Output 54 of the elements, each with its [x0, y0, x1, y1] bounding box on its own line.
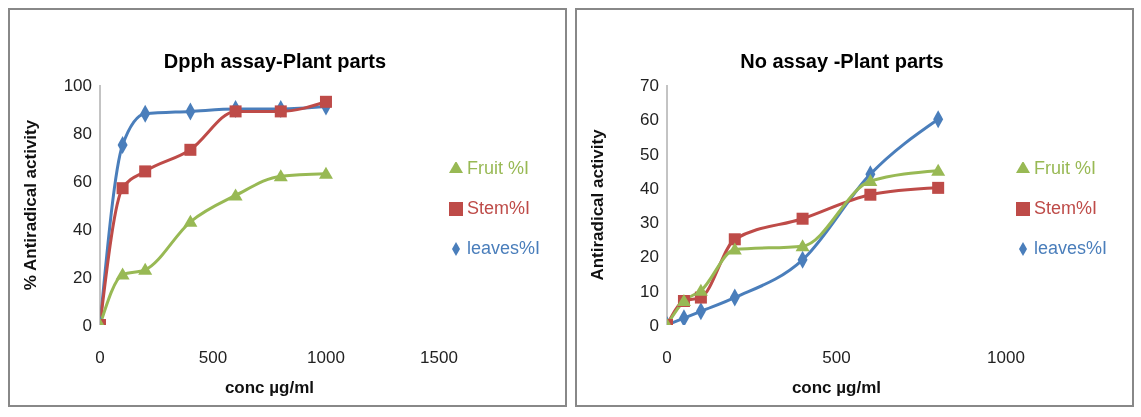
- point: [229, 105, 242, 118]
- x-tick-label: 0: [95, 348, 105, 368]
- legend-label: Fruit %I: [466, 157, 529, 178]
- y-tick-label: 10: [640, 281, 659, 301]
- point: [931, 163, 946, 176]
- x-tick-label: 1000: [307, 348, 345, 368]
- point: [318, 166, 333, 179]
- point: [274, 105, 287, 118]
- point: [273, 169, 288, 182]
- point: [796, 212, 809, 225]
- point: [693, 283, 708, 296]
- y-tick-label: 60: [640, 110, 659, 130]
- point: [727, 242, 742, 255]
- legend-label: Stem%I: [466, 197, 530, 218]
- x-tick-label: 1500: [420, 348, 458, 368]
- point: [728, 233, 741, 246]
- y-tick-label: 60: [73, 172, 92, 192]
- point: [139, 165, 152, 178]
- x-tick-label: 0: [662, 348, 672, 368]
- chart-title: No assay -Plant parts: [739, 50, 945, 73]
- y-tick-label: 0: [649, 316, 659, 336]
- point: [795, 239, 810, 252]
- x-axis-title: conc µg/ml: [224, 378, 315, 397]
- legend-label: Stem%I: [1033, 197, 1097, 218]
- point: [319, 95, 332, 108]
- y-tick-label: 40: [73, 220, 92, 240]
- legend-label: Fruit %I: [1033, 157, 1096, 178]
- x-tick-label: 500: [822, 348, 851, 368]
- y-tick-label: 20: [73, 268, 92, 288]
- y-tick-label: 80: [73, 124, 92, 144]
- y-axis-title: % Antiradical activity: [21, 119, 41, 291]
- y-tick-label: 0: [82, 316, 92, 336]
- y-tick-label: 50: [640, 144, 659, 164]
- point: [183, 214, 198, 227]
- point: [932, 181, 945, 194]
- point: [863, 174, 878, 186]
- y-tick-label: 30: [640, 213, 659, 233]
- point: [184, 143, 197, 156]
- point: [116, 182, 129, 195]
- point: [138, 262, 153, 275]
- x-axis-title: conc µg/ml: [791, 378, 882, 397]
- y-tick-label: 20: [640, 247, 659, 267]
- point: [115, 267, 130, 280]
- chart-title: Dpph assay-Plant parts: [162, 50, 388, 73]
- y-tick-label: 100: [63, 76, 92, 96]
- point: [864, 188, 877, 201]
- legend-label: leaves%I: [466, 237, 540, 258]
- legend-label: leaves%I: [1033, 237, 1107, 258]
- x-tick-label: 500: [198, 348, 228, 368]
- y-tick-label: 70: [640, 76, 659, 96]
- y-tick-label: 40: [640, 178, 659, 198]
- x-tick-label: 1000: [987, 348, 1025, 368]
- y-axis-title: Antiradical activity: [588, 128, 608, 281]
- point: [228, 188, 243, 201]
